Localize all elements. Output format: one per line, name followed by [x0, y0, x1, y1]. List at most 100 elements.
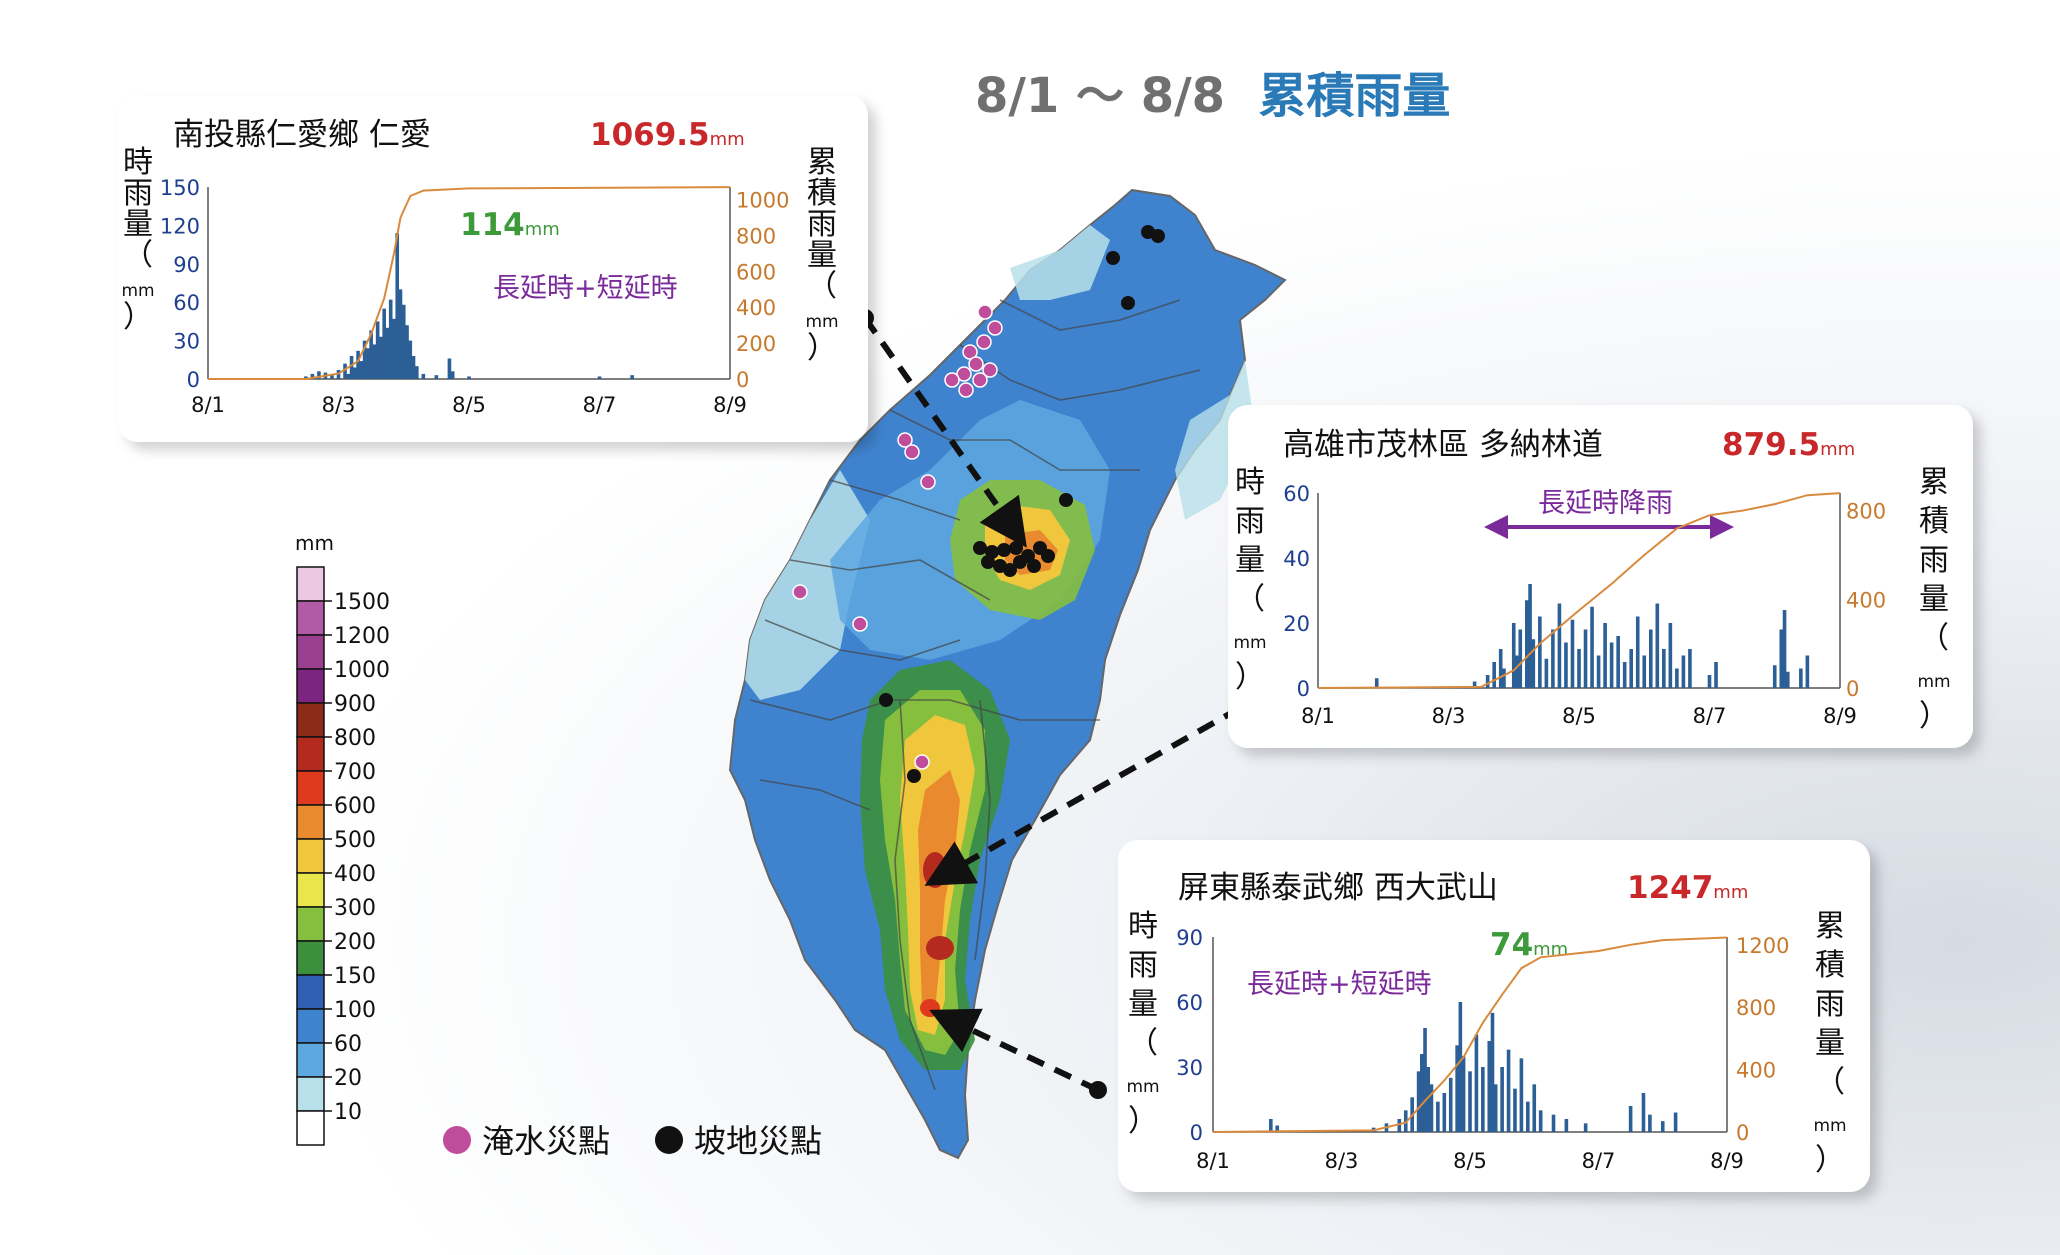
peak-label: 114mm [460, 207, 560, 243]
legend-label: 600 [334, 794, 376, 819]
flood-point [956, 366, 972, 382]
hourly-bar [359, 361, 364, 379]
y-tick-right: 400 [1736, 1059, 1776, 1083]
legend-label: 100 [334, 998, 376, 1023]
map-red-spot-3 [920, 999, 940, 1017]
hourly-bar [401, 304, 406, 379]
right-axis-title: 累積雨量（mm） [1813, 909, 1846, 1178]
flood-legend-label: 淹水災點 [482, 1122, 610, 1160]
total-value: 1247 [1627, 870, 1713, 906]
legend-swatch [296, 770, 325, 806]
hourly-bar [1786, 671, 1790, 688]
left-axis-char: 時 [123, 145, 153, 180]
left-axis-title: 時雨量 （ mm ） [1126, 909, 1159, 1139]
chart-panel-renai: 南投縣仁愛鄉 仁愛 1069.5mm 114mm 長延時+短延時 1501209… [118, 95, 868, 442]
hourly-bar [1583, 629, 1588, 688]
flood-point [962, 344, 978, 360]
hourly-bar [1583, 1123, 1588, 1132]
station-total: 1247mm [1627, 870, 1748, 906]
map-red-spot-1 [923, 852, 947, 888]
right-axis-char: mm [805, 312, 838, 332]
legend-label: 150 [334, 964, 376, 989]
hourly-bar [1498, 649, 1503, 688]
hourly-bar [1799, 668, 1803, 688]
x-tick-label: 8/7 [583, 393, 617, 417]
flood-point [987, 320, 1003, 336]
legend-label: 10 [334, 1100, 362, 1125]
hourly-bar [1531, 639, 1536, 688]
left-axis-char: 量 [1235, 543, 1265, 578]
slope-point [997, 543, 1011, 557]
y-tick-left: 30 [173, 330, 200, 354]
right-axis-char: 積 [1815, 948, 1845, 983]
hourly-bar [1551, 1114, 1556, 1132]
hourly-bar [1688, 649, 1692, 688]
slope-point [879, 693, 893, 707]
hourly-bar [1596, 655, 1601, 688]
hourly-bar [434, 375, 439, 379]
y-tick-left: 20 [1283, 612, 1310, 636]
total-value: 879.5 [1722, 427, 1820, 463]
hourly-bar [353, 367, 357, 379]
right-axis-char: 雨 [1815, 987, 1845, 1022]
legend-unit: mm [295, 531, 334, 555]
station-total: 1069.5mm [590, 117, 745, 153]
slope-point [1151, 229, 1165, 243]
hourly-bar [369, 330, 373, 379]
left-axis-char: mm [1126, 1077, 1159, 1097]
hourly-bar [1635, 616, 1640, 688]
hourly-bar [1275, 1125, 1280, 1132]
total-value: 1069.5 [590, 117, 710, 153]
y-tick-right: 400 [1846, 588, 1886, 612]
hourly-bar [1590, 606, 1594, 688]
legend-swatch [296, 600, 325, 636]
x-tick-label: 8/5 [1562, 704, 1596, 728]
legend-swatch [296, 1110, 325, 1146]
hourly-bar [1416, 1071, 1421, 1132]
y-tick-left: 0 [1297, 677, 1310, 701]
left-axis-char: 量 [1128, 987, 1158, 1022]
left-axis-char: 時 [1128, 909, 1158, 944]
hourly-bar [1805, 655, 1810, 688]
hourly-bar [1518, 629, 1523, 688]
hourly-bar [1420, 1054, 1424, 1132]
flood-point [982, 362, 998, 378]
y-tick-right: 800 [1846, 500, 1886, 524]
x-tick-label: 8/3 [1325, 1149, 1359, 1173]
slope-point [1009, 541, 1023, 555]
hourly-bar [379, 336, 383, 379]
x-tick-label: 8/3 [322, 393, 356, 417]
y-tick-left: 90 [173, 253, 200, 277]
hourly-bar [1603, 623, 1607, 688]
station-name: 南投縣仁愛鄉 仁愛 [173, 117, 431, 153]
hourly-bar [1648, 629, 1653, 688]
left-axis-char: mm [121, 281, 154, 301]
left-axis-title: 時雨量 （ mm ） [1233, 465, 1266, 695]
hourly-bar [372, 344, 377, 379]
right-axis-title: 累積雨量（mm） [1917, 465, 1950, 734]
right-axis-char: 雨 [807, 207, 837, 242]
x-tick-label: 8/9 [713, 393, 747, 417]
slope-legend-swatch [655, 1126, 683, 1154]
hourly-bar [310, 373, 315, 379]
left-axis-char: ） [1128, 1104, 1158, 1139]
hourly-bar [1492, 662, 1496, 688]
x-tick-label: 8/7 [1582, 1149, 1616, 1173]
hourly-bar [385, 327, 390, 379]
legend-swatch [296, 736, 325, 772]
right-axis-char: 積 [807, 176, 837, 211]
x-tick-label: 8/3 [1432, 704, 1466, 728]
hourly-bar [1570, 619, 1575, 688]
slope-point [1013, 555, 1027, 569]
y-tick-right: 0 [1736, 1121, 1749, 1145]
slope-point [973, 541, 987, 555]
hourly-bar [1474, 1034, 1479, 1132]
hourly-bar [1525, 600, 1529, 688]
hourly-bar [411, 355, 416, 379]
left-axis-char: ） [1235, 660, 1265, 695]
hourly-bar [388, 299, 393, 379]
map-red-spot-2 [926, 936, 954, 960]
panel-card [118, 95, 868, 442]
right-axis-title: 累積雨量（mm） [805, 145, 838, 366]
flood-point [852, 616, 868, 632]
